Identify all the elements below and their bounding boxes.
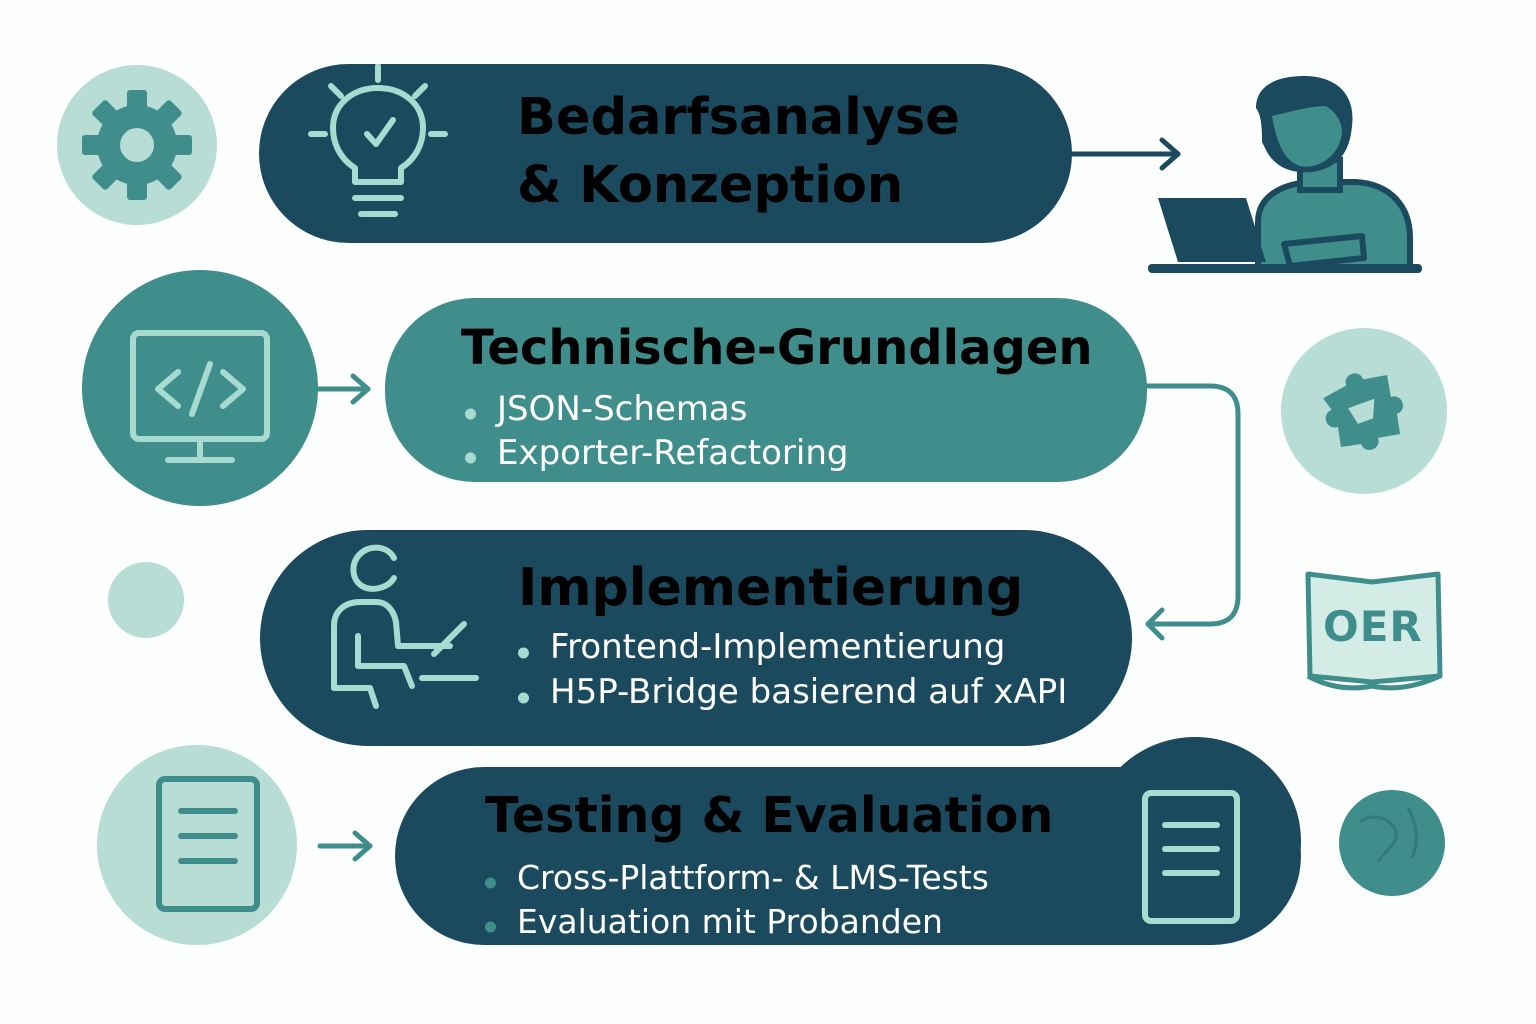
step-testing-evaluation: Testing & Evaluation Cross-Plattform- & …	[395, 737, 1301, 945]
bullet-text: Exporter-Refactoring	[497, 433, 849, 473]
bullet-dot	[485, 921, 496, 933]
puzzle-icon	[1281, 328, 1447, 494]
bullet-item: JSON-Schemas	[461, 392, 849, 436]
step-pill	[385, 298, 1147, 482]
document-icon	[97, 745, 297, 945]
step-title: Implementierung	[518, 558, 1024, 618]
connector-1-arrow	[1067, 137, 1181, 171]
bullet-item: Evaluation mit Probanden	[481, 905, 989, 949]
step-pill-circle	[1089, 737, 1301, 945]
bullet-item: Cross-Plattform- & LMS-Tests	[481, 861, 989, 905]
step-title-line1: Bedarfsanalyse	[517, 88, 960, 147]
gear-icon	[57, 65, 217, 225]
person-at-laptop-icon	[331, 544, 479, 709]
step-title-line2: & Konzeption	[517, 156, 904, 215]
decor-dot	[108, 562, 184, 638]
bullet-dot	[465, 408, 476, 420]
bullet-dot	[485, 877, 496, 889]
step-title: Technische-Grundlagen	[461, 320, 1093, 376]
bullet-text: JSON-Schemas	[497, 389, 748, 429]
bullet-item: Exporter-Refactoring	[461, 436, 849, 480]
step-bullet-list: JSON-Schemas Exporter-Refactoring	[461, 392, 849, 480]
globe-icon	[1339, 790, 1445, 896]
bullet-item: Frontend-Implementierung	[514, 630, 1067, 675]
bullet-text: Frontend-Implementierung	[550, 627, 1006, 667]
bullet-text: Evaluation mit Probanden	[517, 902, 943, 941]
document-icon	[1142, 790, 1240, 924]
connector-3-arrow	[1139, 383, 1241, 641]
open-book-icon	[1305, 571, 1443, 691]
bullet-dot	[518, 647, 529, 658]
step-bullet-list: Frontend-Implementierung H5P-Bridge basi…	[514, 630, 1067, 720]
connector-2-arrow	[315, 373, 371, 405]
oer-label: OER	[1323, 602, 1423, 651]
step-title: Testing & Evaluation	[485, 787, 1054, 844]
bullet-dot	[465, 452, 476, 464]
bullet-text: H5P-Bridge basierend auf xAPI	[550, 672, 1068, 712]
developer-at-laptop-icon	[1148, 76, 1422, 273]
connector-4-arrow	[317, 830, 373, 862]
bullet-item: H5P-Bridge basierend auf xAPI	[514, 675, 1067, 720]
bullet-dot	[518, 692, 529, 703]
step-technische-grundlagen: Technische-Grundlagen JSON-Schemas Expor…	[385, 298, 1147, 482]
step-bedarfsanalyse: Bedarfsanalyse & Konzeption	[259, 64, 1072, 243]
bullet-text: Cross-Plattform- & LMS-Tests	[517, 858, 989, 897]
step-implementierung: Implementierung Frontend-Implementierung…	[260, 530, 1132, 746]
monitor-code-icon	[82, 270, 318, 506]
lightbulb-check-icon	[308, 64, 448, 217]
step-pill	[260, 530, 1132, 746]
step-bullet-list: Cross-Plattform- & LMS-Tests Evaluation …	[481, 861, 989, 949]
